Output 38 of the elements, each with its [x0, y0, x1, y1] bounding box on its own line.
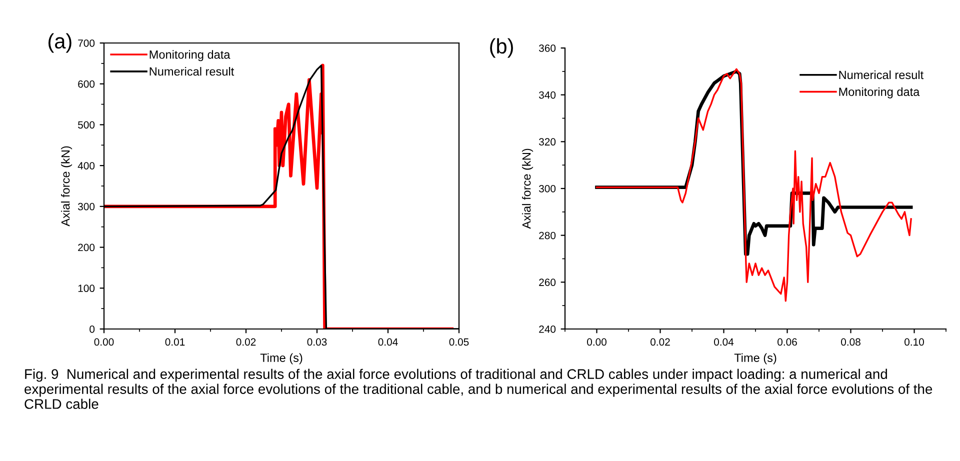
y-tick-label: 500 — [78, 121, 95, 129]
y-tick-label: 0 — [90, 326, 95, 333]
x-tick-label: 0.08 — [841, 338, 860, 346]
y-axis-title: Axial force (kN) — [61, 146, 72, 226]
chart-title: (a) — [48, 33, 72, 53]
x-axis-title: Time (s) — [734, 353, 776, 364]
x-tick-label: 0.10 — [904, 338, 924, 346]
chart-title: (b) — [490, 38, 513, 58]
y-tick-label: 340 — [538, 91, 556, 99]
y-tick-label: 300 — [538, 185, 556, 192]
legend-label: Numerical result — [839, 70, 924, 80]
legend-label: Monitoring data — [839, 87, 920, 98]
x-tick-label: 0.04 — [378, 338, 398, 346]
x-tick-label: 0.05 — [449, 338, 469, 346]
x-tick-label: 0.04 — [714, 338, 734, 346]
y-tick-label: 320 — [538, 138, 556, 146]
x-tick-label: 0.02 — [650, 338, 670, 346]
y-tick-label: 360 — [538, 44, 556, 52]
legend-label: Monitoring data — [150, 50, 230, 62]
y-tick-label: 280 — [539, 232, 556, 240]
x-tick-label: 0.01 — [165, 338, 185, 346]
x-tick-label: 0.02 — [236, 338, 256, 346]
caption: Fig. 9 Numerical and experimental results of the axial force evolutions of traditional and CRLD cables under impact loading: a numerical and experimental results of the axial force evolutions of the traditional cable, and b numerical and experimental results of the axial force evolutions of the CRLD cable — [24, 368, 932, 409]
y-tick-label: 200 — [78, 244, 95, 252]
x-tick-label: 0.03 — [307, 338, 327, 346]
y-axis-title: Axial force (kN) — [522, 148, 534, 229]
x-tick-label: 0.06 — [778, 338, 797, 346]
y-tick-label: 400 — [78, 162, 95, 170]
x-tick-label: 0.00 — [587, 338, 606, 346]
x-tick-label: 0.00 — [94, 338, 114, 346]
y-tick-label: 240 — [539, 326, 556, 333]
y-tick-label: 260 — [539, 278, 556, 286]
y-tick-label: 600 — [78, 80, 95, 88]
legend-label: Numerical result — [150, 66, 234, 76]
y-tick-label: 300 — [78, 202, 95, 210]
y-tick-label: 700 — [78, 40, 95, 47]
y-tick-label: 100 — [78, 284, 95, 292]
x-axis-title: Time (s) — [260, 353, 302, 364]
